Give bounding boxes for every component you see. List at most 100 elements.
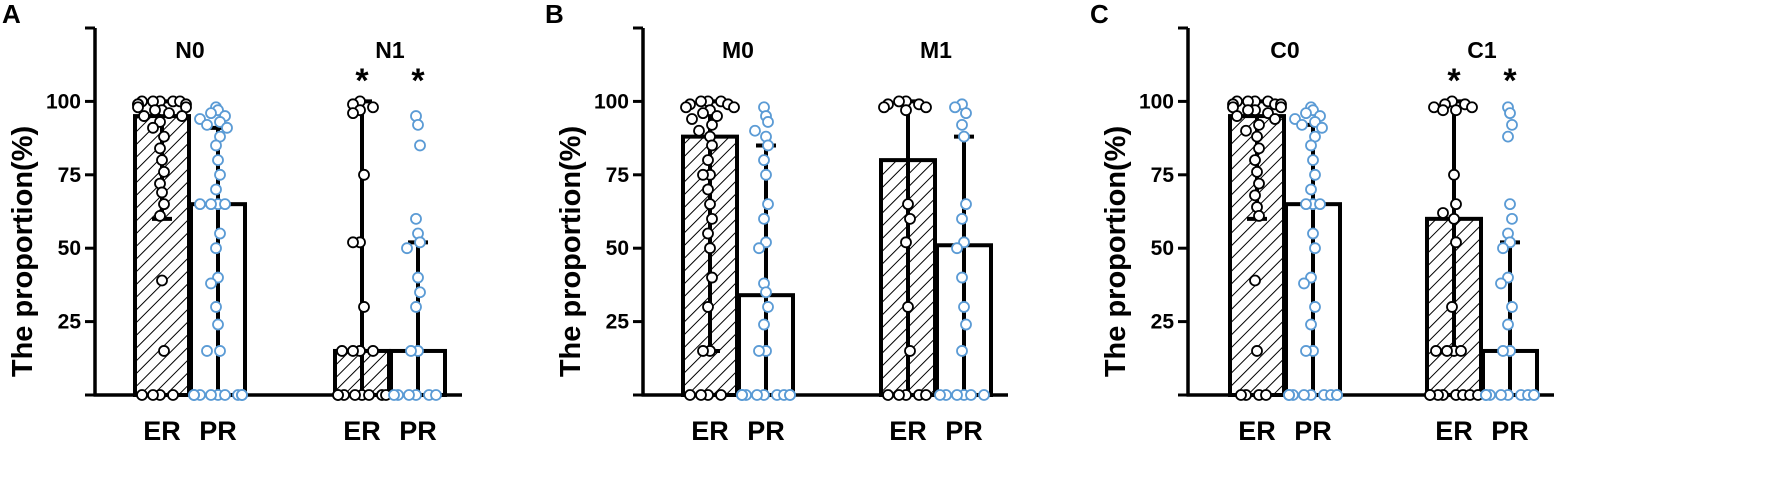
data-point xyxy=(212,154,224,167)
data-point xyxy=(212,318,224,331)
data-point xyxy=(194,198,206,211)
data-point xyxy=(412,118,424,131)
data-point xyxy=(1298,277,1310,290)
data-point xyxy=(760,168,772,181)
panel-c: C The proportion(%) 25 50 75 100 C0 ER PR C1* ER * P… xyxy=(1090,0,1554,446)
data-point xyxy=(1441,345,1453,357)
data-point xyxy=(1480,389,1492,401)
bar-pr: PR xyxy=(736,101,796,446)
bar-pr: PR xyxy=(1283,101,1343,446)
group-label: M0 xyxy=(722,37,754,63)
data-point xyxy=(1307,154,1319,167)
data-point xyxy=(1269,113,1281,125)
data-point xyxy=(414,139,426,152)
group-n1: N1* ER * PR xyxy=(332,37,447,446)
bar-er: ER xyxy=(680,95,740,446)
y-tick-label: 100 xyxy=(1139,90,1174,113)
data-point xyxy=(762,198,774,211)
data-point xyxy=(704,198,716,211)
data-point xyxy=(1309,242,1321,255)
data-point xyxy=(1253,118,1265,131)
data-point xyxy=(219,198,231,211)
data-point xyxy=(697,345,709,357)
data-point xyxy=(1506,301,1518,313)
data-point xyxy=(1249,274,1261,287)
data-point xyxy=(210,242,222,255)
significance-mark: * xyxy=(1447,62,1461,100)
group-c0: C0 ER PR xyxy=(1227,37,1343,446)
data-point xyxy=(138,110,150,122)
data-point xyxy=(214,227,226,240)
data-point xyxy=(758,154,770,167)
data-point xyxy=(702,227,714,240)
data-point xyxy=(1504,198,1516,211)
data-point xyxy=(158,130,170,143)
data-point xyxy=(878,101,890,114)
x-category-label: ER xyxy=(889,416,927,446)
data-point xyxy=(1466,101,1478,114)
y-axis-label: The proportion(%) xyxy=(1100,126,1132,377)
data-point xyxy=(388,389,400,401)
data-point xyxy=(1240,124,1252,137)
data-point xyxy=(1495,277,1507,290)
group-c1: C1* ER * PR xyxy=(1424,37,1540,446)
bar-er: ER xyxy=(1227,95,1287,446)
data-point xyxy=(684,389,696,401)
data-point xyxy=(704,242,716,255)
data-point xyxy=(214,168,226,181)
data-point xyxy=(1298,389,1310,401)
data-point xyxy=(1309,168,1321,181)
data-point xyxy=(347,107,359,120)
group-m0: M0 ER PR xyxy=(680,37,796,446)
group-m1: M1 ER PR xyxy=(878,37,993,446)
data-point xyxy=(1528,389,1540,401)
data-point xyxy=(1497,242,1509,255)
data-point xyxy=(430,389,442,401)
x-category-label: ER xyxy=(143,416,181,446)
data-point xyxy=(201,118,213,131)
data-point xyxy=(893,389,905,401)
data-point xyxy=(1506,118,1518,131)
data-point xyxy=(154,210,166,222)
data-point xyxy=(1305,318,1317,331)
data-point xyxy=(347,236,359,249)
data-point xyxy=(1300,198,1312,211)
data-point xyxy=(686,113,698,125)
y-tick-label: 50 xyxy=(606,237,629,260)
data-point xyxy=(1497,345,1509,357)
data-point xyxy=(154,142,166,155)
data-point xyxy=(900,104,912,117)
data-point xyxy=(753,242,765,255)
data-point xyxy=(358,301,370,313)
x-category-label: PR xyxy=(1294,416,1332,446)
data-point xyxy=(1504,107,1516,120)
y-tick-label: 25 xyxy=(1151,311,1175,334)
data-point xyxy=(1448,168,1460,181)
data-point xyxy=(1251,165,1263,178)
data-point xyxy=(147,121,159,134)
data-point xyxy=(219,389,231,401)
y-tick-label: 100 xyxy=(46,90,81,113)
data-point xyxy=(1502,130,1514,143)
y-tick-label: 100 xyxy=(594,90,629,113)
bar-pr: * PR xyxy=(1480,62,1540,446)
bar-pr: * PR xyxy=(388,62,447,446)
bar-er: * ER xyxy=(1424,62,1484,446)
data-point xyxy=(414,286,426,299)
data-point xyxy=(882,389,894,401)
data-point xyxy=(1305,139,1317,152)
y-tick-label: 75 xyxy=(606,164,630,187)
data-point xyxy=(1300,107,1312,120)
panel-a: A The proportion(%) 25 50 75 100 N0 ER PR N1* ER * P… xyxy=(2,0,462,446)
data-point xyxy=(900,236,912,249)
data-point xyxy=(960,198,972,211)
data-point xyxy=(902,198,914,211)
data-point xyxy=(414,236,426,249)
data-point xyxy=(697,168,709,181)
data-point xyxy=(412,271,424,284)
data-point xyxy=(697,107,709,120)
data-point xyxy=(158,165,170,178)
data-point xyxy=(956,212,968,225)
data-point xyxy=(205,389,217,401)
